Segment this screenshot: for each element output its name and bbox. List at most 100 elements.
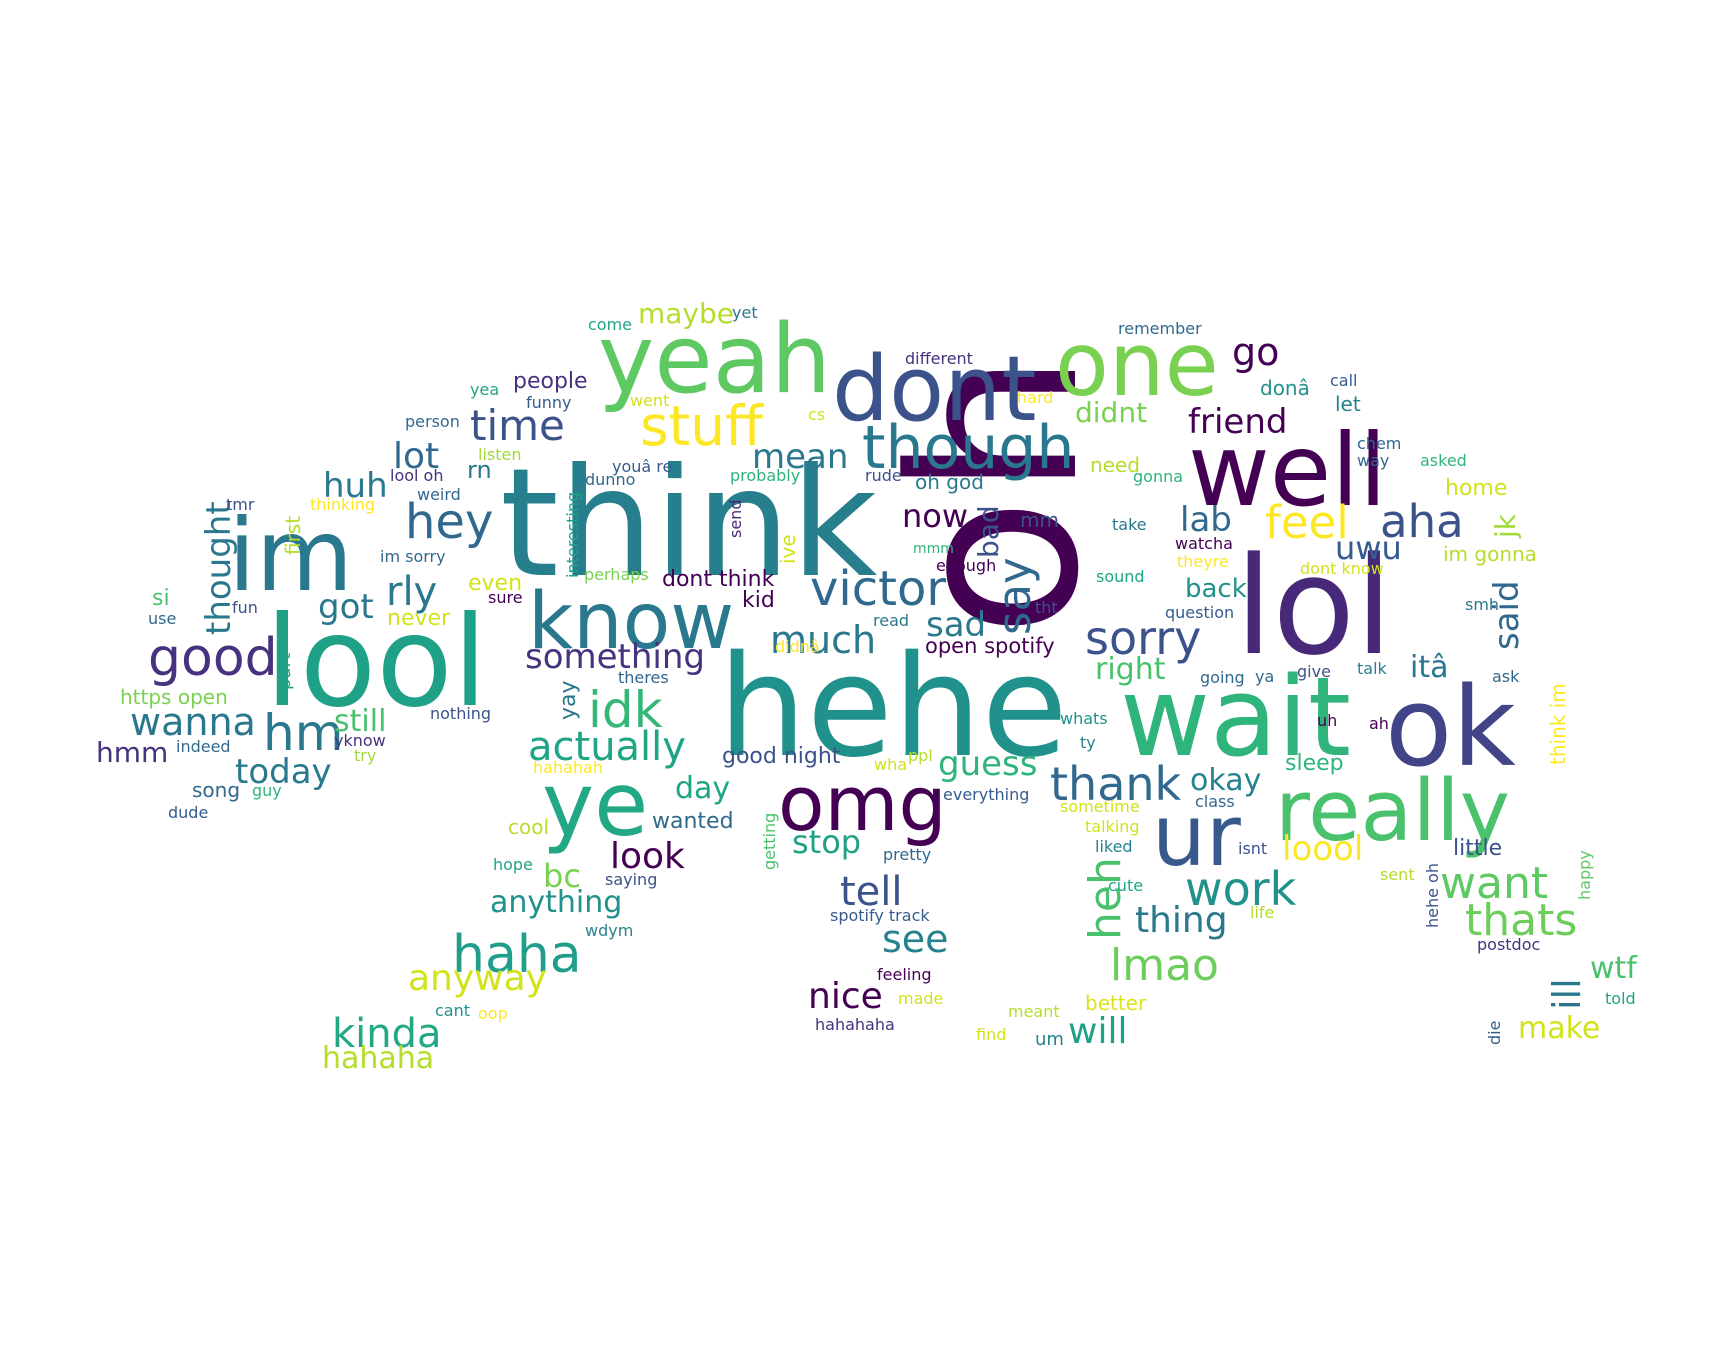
cloud-word: see <box>882 917 949 961</box>
cloud-word: haha <box>452 925 582 985</box>
cloud-word: spotify track <box>830 906 930 925</box>
cloud-word: im sorry <box>380 547 446 566</box>
cloud-word: postdoc <box>1477 935 1540 954</box>
cloud-word: enough <box>936 556 996 575</box>
cloud-word: wdym <box>585 921 633 940</box>
cloud-word: watcha <box>1175 534 1233 553</box>
cloud-word: saying <box>605 870 657 889</box>
cloud-word: talk <box>1357 659 1388 678</box>
cloud-word: cant <box>435 1001 470 1020</box>
cloud-word: give <box>1297 662 1331 681</box>
cloud-word: lmao <box>1110 940 1219 991</box>
cloud-word: yknow <box>334 731 386 750</box>
cloud-word: cs <box>808 405 825 424</box>
cloud-word: something <box>525 637 705 677</box>
cloud-word: happy <box>1575 850 1594 900</box>
cloud-word: kinda <box>332 1011 442 1057</box>
cloud-word: mm <box>1020 508 1059 532</box>
cloud-word: aha <box>1380 495 1464 548</box>
cloud-word: friend <box>1188 402 1287 442</box>
cloud-word: lol <box>1235 528 1393 685</box>
cloud-word: https open <box>120 685 228 709</box>
cloud-word: ur <box>1152 787 1241 886</box>
cloud-word: sometime <box>1060 797 1140 816</box>
cloud-word: youâ re <box>612 457 672 476</box>
cloud-word: hahaha <box>322 1041 434 1076</box>
cloud-word: ya <box>1255 667 1274 686</box>
cloud-word: ive <box>776 534 800 564</box>
cloud-word: rude <box>865 466 902 485</box>
cloud-word: theyre <box>1177 552 1229 571</box>
cloud-word: kid <box>742 588 775 613</box>
cloud-word: hope <box>493 855 533 874</box>
cloud-word: feel <box>1265 496 1349 549</box>
cloud-word: little <box>1453 836 1502 861</box>
cloud-word: feeling <box>877 965 932 984</box>
cloud-word: sent <box>1380 865 1415 884</box>
cloud-word: meant <box>1008 1002 1060 1021</box>
cloud-word: ah <box>1369 714 1389 733</box>
cloud-word: whats <box>1060 709 1108 728</box>
cloud-word: lool oh <box>390 466 443 485</box>
cloud-word: thinking <box>310 495 375 514</box>
cloud-word: said <box>1487 580 1527 650</box>
cloud-word: now <box>902 497 968 535</box>
cloud-word: right <box>1095 652 1166 687</box>
cloud-word: hehe <box>718 626 1068 789</box>
cloud-word: dont <box>832 337 1037 442</box>
cloud-word: still <box>334 704 386 739</box>
cloud-word: people <box>513 369 588 394</box>
cloud-word: went <box>630 391 669 410</box>
cloud-word: didnâ <box>775 637 820 656</box>
cloud-word: actually <box>528 724 686 770</box>
cloud-word: read <box>873 611 909 630</box>
cloud-word: stuff <box>640 394 764 458</box>
cloud-word: go <box>1232 330 1279 374</box>
cloud-word: much <box>770 618 876 662</box>
cloud-word: well <box>1188 412 1387 529</box>
cloud-word: will <box>1068 1011 1127 1052</box>
cloud-word: think im <box>1546 683 1570 765</box>
cloud-word: life <box>1250 903 1274 922</box>
cloud-word: idk <box>588 681 663 739</box>
cloud-word: dude <box>168 803 208 822</box>
cloud-word: die <box>1485 1021 1504 1045</box>
cloud-word: okay <box>1190 763 1261 798</box>
cloud-word: really <box>1275 762 1510 861</box>
cloud-word: song <box>192 778 240 802</box>
cloud-word: find <box>976 1025 1006 1044</box>
cloud-word: stop <box>792 823 861 861</box>
cloud-word: send <box>726 500 745 538</box>
cloud-word: guy <box>252 781 282 800</box>
cloud-word: look <box>610 836 685 877</box>
cloud-word: one <box>1055 313 1219 416</box>
cloud-word: maybe <box>638 297 734 330</box>
cloud-word: bad <box>972 505 1005 558</box>
cloud-word: rly <box>386 569 437 615</box>
cloud-word: indeed <box>176 737 231 756</box>
cloud-word: ill <box>1545 978 1589 1010</box>
cloud-word: open spotify <box>925 634 1055 658</box>
cloud-word: need <box>1090 453 1140 477</box>
cloud-word: nice <box>808 976 883 1017</box>
cloud-word: sound <box>1096 567 1145 586</box>
cloud-word: wanna <box>130 700 256 744</box>
cloud-word: um <box>1035 1029 1064 1050</box>
cloud-word: better <box>1085 991 1147 1015</box>
cloud-word: hm <box>263 704 343 762</box>
cloud-word: im gonna <box>1443 542 1537 566</box>
cloud-word: say <box>988 557 1041 635</box>
cloud-word: wtf <box>1590 951 1638 986</box>
cloud-word: hehe oh <box>1423 863 1442 928</box>
cloud-word: first <box>281 516 305 555</box>
cloud-word: victor <box>810 561 946 617</box>
cloud-word: probably <box>730 466 800 485</box>
cloud-word: donâ <box>1260 376 1310 400</box>
cloud-word: oh <box>863 352 1130 639</box>
cloud-word: home <box>1445 476 1507 501</box>
cloud-word: hey <box>405 494 493 550</box>
cloud-word: ye <box>542 753 648 856</box>
cloud-word: sure <box>488 588 523 607</box>
cloud-word: asked <box>1420 451 1467 470</box>
